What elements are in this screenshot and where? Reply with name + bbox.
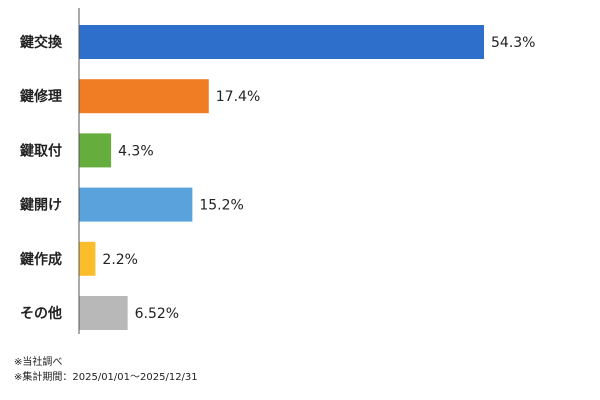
value-label: 54.3% (491, 35, 535, 51)
category-label: その他 (20, 305, 62, 322)
category-label: 鍵作成 (20, 251, 62, 268)
bars-group: 鍵交換 54.3% 鍵修理 17.4% 鍵取付 4.3% 鍵開け 15.2% 鍵作成 2.2% その… (20, 25, 535, 330)
value-label: 6.52% (135, 306, 179, 322)
value-label: 15.2% (199, 198, 243, 214)
value-label: 17.4% (216, 89, 260, 105)
bar (79, 296, 128, 330)
bar (79, 187, 193, 222)
bar-chart: 鍵交換 54.3% 鍵修理 17.4% 鍵取付 4.3% 鍵開け 15.2% 鍵作成 2.2% その… (20, 8, 535, 334)
bar (79, 133, 112, 168)
bar (79, 79, 209, 114)
value-label: 2.2% (102, 252, 138, 268)
category-label: 鍵修理 (20, 88, 62, 105)
source-note: ※当社調べ (14, 357, 63, 368)
value-label: 4.3% (118, 143, 154, 159)
period-note: ※集計期間：2025/01/01～2025/12/31 (14, 372, 198, 383)
footnotes: ※当社調べ ※集計期間：2025/01/01～2025/12/31 (14, 355, 198, 385)
bar (79, 25, 484, 59)
category-label: 鍵交換 (20, 34, 63, 51)
category-label: 鍵取付 (20, 142, 62, 159)
category-label: 鍵開け (20, 197, 62, 214)
bar (79, 241, 96, 276)
